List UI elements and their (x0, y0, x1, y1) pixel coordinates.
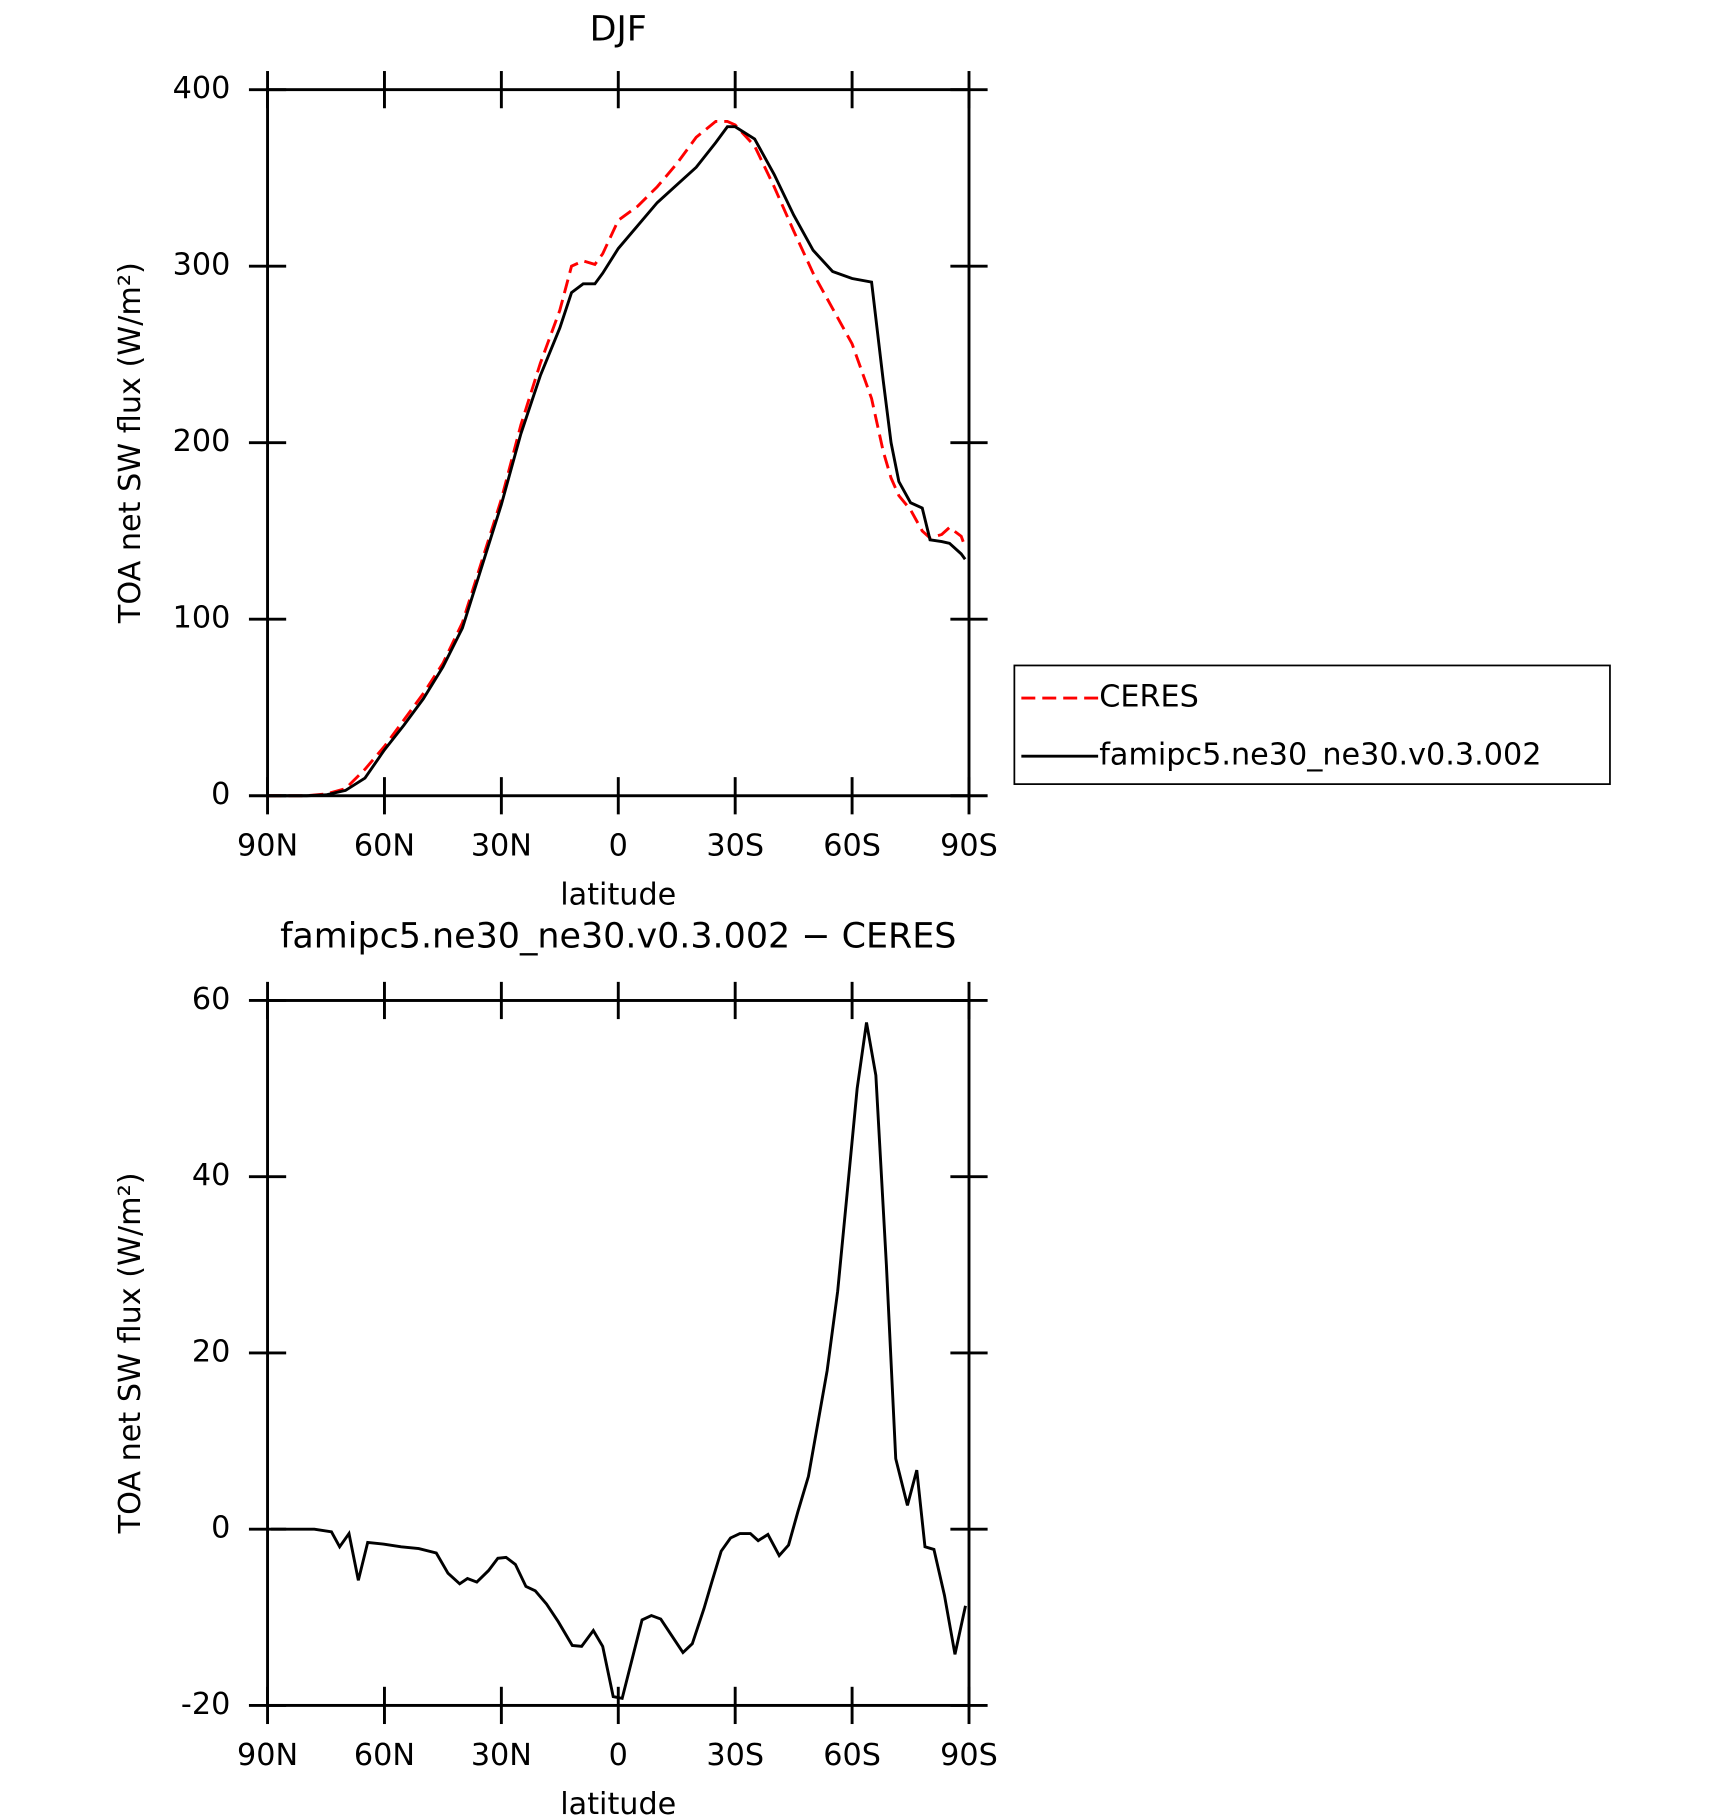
y-tick-label: 0 (211, 777, 230, 812)
x-tick-label: 0 (609, 1738, 628, 1773)
y-tick-label: 400 (173, 71, 231, 106)
y-tick-label: 20 (192, 1334, 230, 1369)
y-tick-label: 100 (173, 601, 231, 636)
x-tick-label: 60N (354, 1738, 415, 1773)
y-tick-label: 60 (192, 982, 230, 1017)
legend-box (1013, 664, 1611, 785)
y-tick-label: -20 (181, 1687, 230, 1722)
legend-label: CERES (1099, 680, 1199, 715)
x-tick-label: 60S (823, 1738, 881, 1773)
x-tick-label: 30S (706, 1738, 764, 1773)
chart-title: famipc5.ne30_ne30.v0.3.002 − CERES (280, 917, 956, 957)
plot-frame (266, 88, 971, 798)
y-tick-label: 300 (173, 248, 231, 283)
y-axis-label: TOA net SW flux (W/m²) (113, 262, 148, 624)
y-axis-label: TOA net SW flux (W/m²) (113, 1172, 148, 1534)
x-tick-label: 60N (354, 828, 415, 863)
y-tick-label: 200 (173, 424, 231, 459)
x-tick-label: 30N (471, 1738, 532, 1773)
x-axis-label: latitude (560, 1787, 676, 1816)
data-line (271, 1022, 967, 1701)
x-tick-label: 90S (940, 1738, 998, 1773)
x-tick-label: 30S (706, 828, 764, 863)
chart-title: DJF (590, 9, 647, 49)
data-line (267, 119, 967, 798)
x-tick-label: 30N (471, 828, 532, 863)
legend-label: famipc5.ne30_ne30.v0.3.002 (1099, 738, 1541, 773)
y-tick-label: 40 (192, 1158, 230, 1193)
x-tick-label: 60S (823, 828, 881, 863)
x-tick-label: 0 (609, 828, 628, 863)
y-tick-label: 0 (211, 1511, 230, 1546)
x-tick-label: 90N (237, 1738, 298, 1773)
x-tick-label: 90S (940, 828, 998, 863)
plot-frame (266, 999, 971, 1707)
x-tick-label: 90N (237, 828, 298, 863)
x-axis-label: latitude (560, 877, 676, 912)
data-line (267, 125, 967, 798)
